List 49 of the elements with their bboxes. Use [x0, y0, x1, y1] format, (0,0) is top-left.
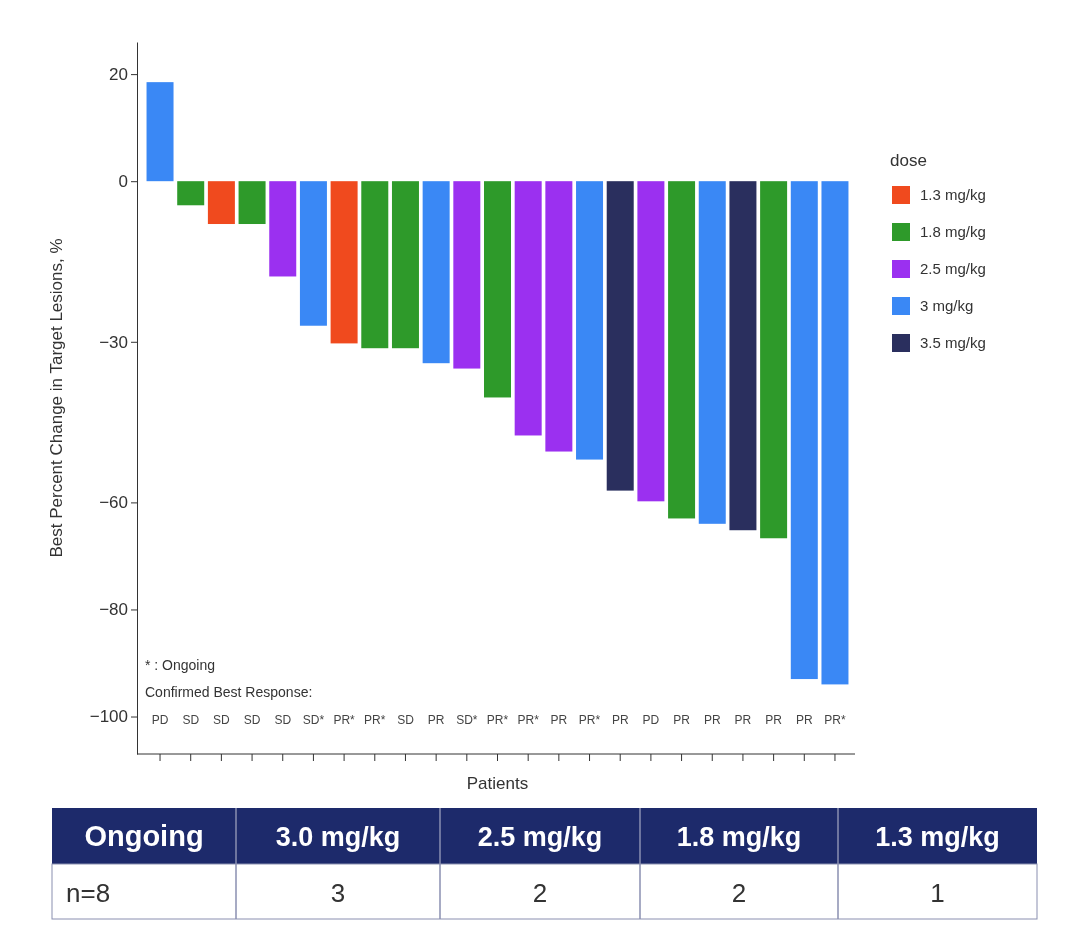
x-tick-label: PR — [703, 713, 721, 727]
y-tick-label: −80 — [99, 600, 128, 620]
x-tick-label: PR — [734, 713, 752, 727]
x-axis-title: Patients — [466, 774, 529, 793]
category-label: 1.8 mg/kg — [676, 822, 802, 852]
x-tick-label: PR* — [364, 713, 386, 727]
x-tick-label: PR — [550, 713, 568, 727]
legend-label: 1.3 mg/kg — [920, 186, 986, 203]
x-tick-label: PR — [611, 713, 629, 727]
x-tick-label: PR* — [517, 713, 540, 727]
text: n=8 — [66, 878, 111, 908]
text: Ongoing — [84, 820, 204, 852]
data-label: 2 — [731, 878, 747, 908]
legend-label: 1.8 mg/kg — [920, 223, 986, 240]
legend-title: dose — [890, 151, 927, 170]
x-tick-label: PR* — [486, 713, 509, 727]
x-tick-label: SD — [182, 713, 200, 727]
y-tick-label: 0 — [118, 172, 128, 192]
legend-label: 3 mg/kg — [920, 297, 974, 314]
x-tick-label: PR* — [333, 713, 356, 727]
y-axis-title: Best Percent Change in Target Lesions, % — [47, 238, 66, 558]
x-tick-label: PR* — [824, 713, 846, 727]
x-tick-label: PR* — [578, 713, 601, 727]
data-label: 3 — [330, 878, 346, 908]
category-label: 1.3 mg/kg — [875, 822, 1000, 852]
x-tick-label: SD — [213, 713, 231, 727]
x-tick-label: PD — [642, 713, 660, 727]
x-tick-label: SD — [397, 713, 415, 727]
x-tick-label: PD — [151, 713, 169, 727]
data-label: 1 — [930, 878, 945, 908]
x-tick-label: SD* — [302, 713, 325, 727]
data-label: 2 — [532, 878, 548, 908]
x-tick-label: PR — [795, 713, 813, 727]
x-tick-label: SD — [274, 713, 292, 727]
x-tick-label: SD* — [456, 713, 478, 727]
x-tick-label: SD — [243, 713, 261, 727]
y-tick-label: −100 — [89, 707, 128, 727]
annotation: * : Ongoing — [145, 657, 216, 673]
x-tick-label: PR — [427, 713, 445, 727]
category-label: 3.0 mg/kg — [275, 822, 401, 852]
x-tick-label: PR — [673, 713, 691, 727]
y-tick-label: −60 — [99, 493, 128, 513]
y-tick-label: 20 — [109, 65, 128, 85]
annotation: Confirmed Best Response: — [145, 684, 313, 700]
category-label: 2.5 mg/kg — [477, 822, 603, 852]
x-tick-label: PR — [765, 713, 783, 727]
legend-label: 3.5 mg/kg — [920, 334, 986, 351]
legend-label: 2.5 mg/kg — [920, 260, 986, 277]
y-tick-label: −30 — [99, 332, 128, 352]
